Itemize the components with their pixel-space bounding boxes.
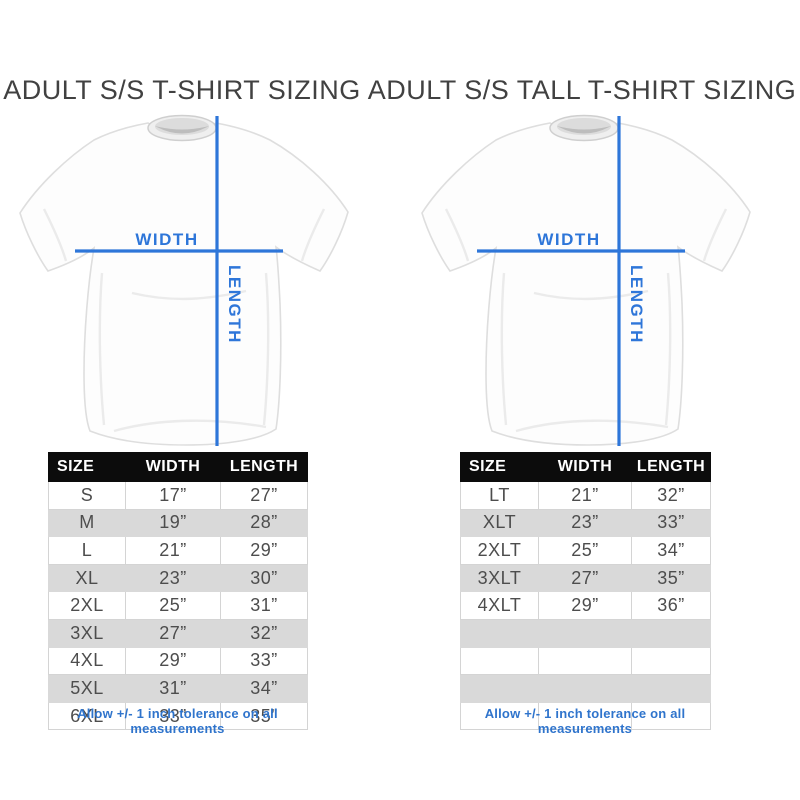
size-cell: L	[48, 536, 126, 565]
left-panel-title: ADULT S/S T-SHIRT SIZING	[3, 75, 361, 105]
length-cell: 32”	[631, 481, 711, 510]
width-cell: 25”	[538, 536, 632, 565]
table-row: S 17” 27”	[48, 481, 308, 510]
width-cell: 27”	[125, 618, 221, 648]
width-cell: 29”	[538, 591, 632, 620]
column-header-size: SIZE	[460, 452, 539, 482]
table-row: 3XLT 27” 35”	[460, 563, 711, 593]
size-cell	[460, 646, 539, 676]
table-row: 2XL 25” 31”	[48, 591, 308, 620]
length-cell	[631, 618, 711, 648]
column-header-length: LENGTH	[631, 452, 711, 482]
column-header-width: WIDTH	[125, 452, 221, 482]
size-cell: M	[48, 508, 126, 538]
length-cell: 35”	[220, 701, 308, 731]
column-header-size: SIZE	[48, 452, 126, 482]
length-label: LENGTH	[225, 265, 244, 344]
width-label: WIDTH	[135, 230, 198, 249]
table-row-empty	[460, 646, 711, 676]
width-cell	[538, 618, 632, 648]
table-row: 4XLT 29” 36”	[460, 591, 711, 620]
size-cell: 6XL	[48, 701, 126, 731]
table-row: 2XLT 25” 34”	[460, 536, 711, 565]
width-cell: 27”	[538, 563, 632, 593]
table-row-empty	[460, 701, 711, 731]
length-cell: 29”	[220, 536, 308, 565]
collar-inner-shadow	[155, 126, 209, 134]
width-label: WIDTH	[537, 230, 600, 249]
tshirt-measurement-diagram-left: WIDTH LENGTH	[19, 114, 349, 446]
size-cell: S	[48, 481, 126, 510]
tshirt-body	[421, 122, 751, 446]
table-row: 3XL 27” 32”	[48, 618, 308, 648]
table-row-empty	[460, 674, 711, 703]
tolerance-note-right: Allow +/- 1 inch tolerance on all measur…	[484, 706, 686, 736]
size-cell	[460, 618, 539, 648]
size-cell: 2XL	[48, 591, 126, 620]
length-cell: 27”	[220, 481, 308, 510]
size-cell	[460, 674, 539, 703]
length-cell: 33”	[220, 646, 308, 676]
length-cell: 35”	[631, 563, 711, 593]
length-cell: 36”	[631, 591, 711, 620]
length-cell: 32”	[220, 618, 308, 648]
table-row-empty	[460, 618, 711, 648]
table-header-row: SIZE WIDTH LENGTH	[48, 452, 308, 482]
width-cell: 33”	[125, 701, 221, 731]
width-cell: 19”	[125, 508, 221, 538]
width-cell	[538, 646, 632, 676]
shirt-shading	[42, 208, 326, 433]
size-cell: 2XLT	[460, 536, 539, 565]
size-cell: 4XLT	[460, 591, 539, 620]
length-cell	[631, 701, 711, 731]
width-cell	[538, 674, 632, 703]
table-row: LT 21” 32”	[460, 481, 711, 510]
table-row: 5XL 31” 34”	[48, 674, 308, 703]
tshirt-measurement-diagram-right: WIDTH LENGTH	[421, 114, 751, 446]
length-cell: 30”	[220, 563, 308, 593]
regular-sizing-table: SIZE WIDTH LENGTH S 17” 27” M 19” 28” L 21” 29…	[48, 452, 308, 731]
table-header-row: SIZE WIDTH LENGTH	[460, 452, 711, 482]
width-cell: 29”	[125, 646, 221, 676]
size-cell: XLT	[460, 508, 539, 538]
tolerance-note-left: Allow +/- 1 inch tolerance on all measur…	[77, 706, 278, 736]
length-cell: 31”	[220, 591, 308, 620]
length-cell: 28”	[220, 508, 308, 538]
collar-inner-shadow	[557, 126, 611, 134]
size-cell: XL	[48, 563, 126, 593]
width-cell: 25”	[125, 591, 221, 620]
length-cell	[631, 646, 711, 676]
right-panel-title: ADULT S/S TALL T-SHIRT SIZING	[367, 75, 797, 105]
size-cell: 3XL	[48, 618, 126, 648]
width-cell: 31”	[125, 674, 221, 703]
tall-sizing-table: SIZE WIDTH LENGTH LT 21” 32” XLT 23” 33” 2XL…	[460, 452, 711, 731]
table-row: M 19” 28”	[48, 508, 308, 538]
table-row: XL 23” 30”	[48, 563, 308, 593]
table-row: L 21” 29”	[48, 536, 308, 565]
shirt-shading	[444, 208, 728, 433]
length-cell: 33”	[631, 508, 711, 538]
length-cell: 34”	[631, 536, 711, 565]
table-row: 6XL 33” 35”	[48, 701, 308, 731]
size-cell: LT	[460, 481, 539, 510]
width-cell: 23”	[125, 563, 221, 593]
width-cell	[538, 701, 632, 731]
tshirt-body	[19, 122, 349, 446]
size-cell: 4XL	[48, 646, 126, 676]
column-header-length: LENGTH	[220, 452, 308, 482]
table-row: XLT 23” 33”	[460, 508, 711, 538]
length-cell	[631, 674, 711, 703]
length-cell: 34”	[220, 674, 308, 703]
size-cell: 5XL	[48, 674, 126, 703]
size-cell: 3XLT	[460, 563, 539, 593]
column-header-width: WIDTH	[538, 452, 632, 482]
width-cell: 17”	[125, 481, 221, 510]
length-label: LENGTH	[627, 265, 646, 344]
width-cell: 21”	[125, 536, 221, 565]
width-cell: 21”	[538, 481, 632, 510]
table-row: 4XL 29” 33”	[48, 646, 308, 676]
width-cell: 23”	[538, 508, 632, 538]
